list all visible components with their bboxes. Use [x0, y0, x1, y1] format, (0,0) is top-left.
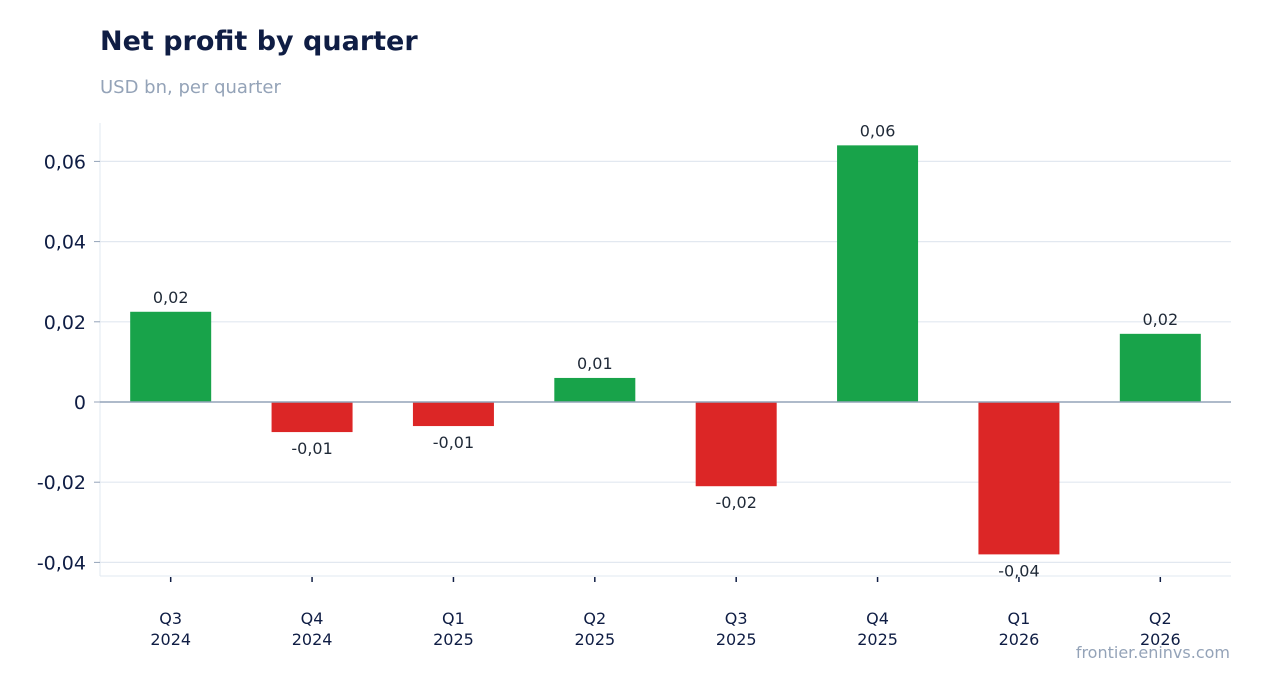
data-label: -0,01: [433, 433, 474, 452]
y-tick-label: 0,02: [44, 312, 86, 334]
data-label: -0,04: [998, 561, 1039, 580]
chart-subtitle: USD bn, per quarter: [100, 77, 281, 98]
x-tick-label: Q4: [301, 609, 324, 628]
bar: [695, 402, 777, 487]
y-tick-label: -0,02: [37, 472, 86, 494]
bar: [1119, 333, 1201, 402]
y-tick-label: 0,06: [44, 151, 86, 173]
bar: [130, 311, 212, 402]
bar: [837, 145, 919, 403]
x-tick-label: 2026: [1140, 630, 1181, 649]
bar: [412, 402, 494, 427]
data-label: 0,02: [153, 288, 189, 307]
x-tick-label: Q2: [1149, 609, 1172, 628]
data-label: -0,01: [291, 439, 332, 458]
x-tick-label: Q1: [1008, 609, 1031, 628]
chart-title: Net profit by quarter: [100, 26, 418, 57]
x-tick-label: 2025: [716, 630, 757, 649]
x-tick-label: 2025: [574, 630, 615, 649]
x-tick-label: 2026: [999, 630, 1040, 649]
bar: [271, 402, 353, 433]
data-label: 0,02: [1143, 310, 1179, 329]
x-tick-label: 2025: [433, 630, 474, 649]
y-tick-label: 0: [74, 392, 86, 414]
bar: [978, 402, 1060, 555]
x-tick-label: Q4: [866, 609, 889, 628]
x-tick-label: 2024: [150, 630, 191, 649]
y-tick-label: 0,04: [44, 232, 86, 254]
data-label: 0,01: [577, 354, 613, 373]
x-tick-label: Q3: [159, 609, 182, 628]
y-tick-label: -0,04: [37, 552, 86, 574]
data-label: -0,02: [715, 493, 756, 512]
data-label: 0,06: [860, 121, 896, 140]
x-tick-label: 2024: [292, 630, 333, 649]
bar: [554, 377, 636, 402]
x-tick-label: 2025: [857, 630, 898, 649]
x-tick-label: Q2: [583, 609, 606, 628]
x-tick-label: Q1: [442, 609, 465, 628]
x-tick-label: Q3: [725, 609, 748, 628]
source-credit: frontier.eninvs.com: [1075, 643, 1230, 662]
